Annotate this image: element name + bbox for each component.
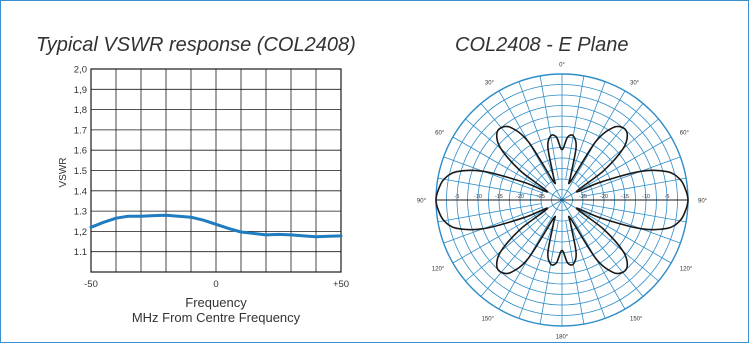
polar-grid-spoke bbox=[577, 213, 659, 282]
polar-ring-label: -15 bbox=[621, 194, 629, 200]
polar-grid-spoke bbox=[452, 199, 563, 264]
polar-angle-label: 30° bbox=[630, 81, 640, 87]
polar-grid-spoke bbox=[581, 156, 681, 194]
polar-grid-spoke bbox=[518, 219, 556, 319]
polar-ring-label: -25 bbox=[579, 194, 587, 200]
vswr-y-tick-label: 1.1 bbox=[74, 247, 87, 258]
polar-grid-spoke bbox=[465, 213, 547, 282]
polar-pattern-line bbox=[435, 125, 689, 275]
vswr-plot-border bbox=[90, 68, 342, 273]
vswr-y-tick-label: 1.4 bbox=[74, 186, 87, 197]
polar-grid-spoke bbox=[565, 220, 585, 325]
vswr-x-tick-label: +50 bbox=[333, 279, 349, 290]
polar-grid-spoke bbox=[582, 177, 687, 197]
polar-ring-label: -10 bbox=[474, 194, 482, 200]
polar-grid-spoke bbox=[561, 136, 672, 201]
polar-grid-spoke bbox=[437, 177, 542, 197]
polar-angle-label: 60° bbox=[680, 131, 690, 137]
polar-ring-label: -25 bbox=[537, 194, 545, 200]
vswr-grid bbox=[90, 68, 342, 273]
polar-angle-label: 90° bbox=[417, 199, 427, 205]
polar-grid-spoke bbox=[561, 199, 672, 264]
polar-grid-spoke bbox=[568, 81, 606, 181]
polar-grid-spoke bbox=[465, 118, 547, 187]
polar-ring-label: -5 bbox=[455, 194, 460, 200]
polar-grid-spoke bbox=[443, 156, 543, 194]
vswr-x-axis-sublabel: MHz From Centre Frequency bbox=[132, 310, 301, 325]
polar-angle-label: 150° bbox=[630, 316, 643, 322]
polar-angle-label: 120° bbox=[432, 267, 445, 273]
polar-ring-label: -20 bbox=[516, 194, 524, 200]
vswr-x-axis-label: Frequency bbox=[185, 295, 247, 310]
polar-grid-spoke bbox=[568, 219, 606, 319]
vswr-y-axis-label: VSWR bbox=[58, 158, 69, 188]
vswr-y-tick-label: 1.7 bbox=[74, 125, 87, 136]
vswr-y-tick-label: 1,2 bbox=[74, 227, 87, 238]
polar-grid-spoke bbox=[443, 206, 543, 244]
polar-grid-spoke bbox=[575, 103, 644, 185]
polar-grid-spoke bbox=[575, 215, 644, 297]
polar-grid-spoke bbox=[539, 75, 559, 180]
polar-grid-spoke bbox=[565, 75, 585, 180]
vswr-y-tick-label: 1.3 bbox=[74, 207, 87, 218]
polar-ring-label: -20 bbox=[600, 194, 608, 200]
polar-grid-spoke bbox=[452, 136, 563, 201]
polar-angle-label: 150° bbox=[482, 316, 495, 322]
polar-chart-title: COL2408 - E Plane bbox=[455, 34, 629, 56]
polar-grid-spoke bbox=[480, 103, 549, 185]
polar-angle-label: 180° bbox=[556, 335, 569, 341]
vswr-y-tick-label: 1.6 bbox=[74, 146, 87, 157]
polar-grid-spoke bbox=[539, 220, 559, 325]
vswr-y-tick-label: 1,8 bbox=[74, 105, 87, 116]
polar-ring-label: -15 bbox=[495, 194, 503, 200]
polar-angle-label: 0° bbox=[559, 63, 565, 69]
polar-grid-spoke bbox=[577, 118, 659, 187]
polar-ring-label: -10 bbox=[642, 194, 650, 200]
polar-angle-label: 120° bbox=[680, 267, 693, 273]
polar-angle-label: 30° bbox=[485, 81, 495, 87]
polar-grid-spoke bbox=[437, 203, 542, 223]
polar-angle-label: 90° bbox=[698, 199, 708, 205]
polar-grid-spoke bbox=[582, 203, 687, 223]
polar-grid-spoke bbox=[480, 215, 549, 297]
vswr-series-line bbox=[89, 213, 343, 239]
vswr-y-tick-label: 2,0 bbox=[74, 65, 87, 76]
vswr-x-tick-label: 0 bbox=[213, 279, 218, 290]
polar-grid-spoke bbox=[581, 206, 681, 244]
polar-ring-label: -5 bbox=[665, 194, 670, 200]
vswr-y-tick-label: 1.5 bbox=[74, 166, 87, 177]
vswr-x-tick-label: -50 bbox=[84, 279, 98, 290]
vswr-y-tick-label: 1,9 bbox=[74, 85, 87, 96]
polar-grid-spoke bbox=[518, 81, 556, 181]
polar-angle-label: 60° bbox=[435, 131, 445, 137]
vswr-chart-title: Typical VSWR response (COL2408) bbox=[36, 34, 356, 56]
